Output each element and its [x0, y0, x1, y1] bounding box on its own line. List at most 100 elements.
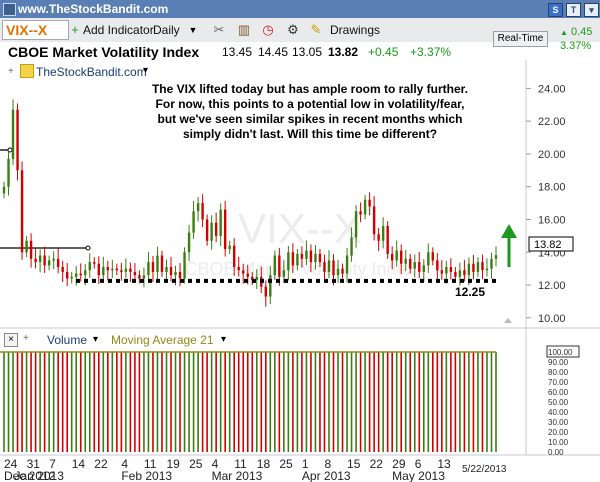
candle-body	[481, 262, 484, 271]
moving-average-label[interactable]: Moving Average 21	[111, 333, 214, 347]
bar-chart-icon[interactable]: ▥	[237, 22, 251, 37]
alarm-clock-icon[interactable]: ◷	[262, 22, 274, 37]
candle-body	[178, 271, 182, 279]
candle-body	[124, 268, 128, 272]
date-tick-label: 7	[49, 457, 56, 471]
candle-body	[269, 275, 272, 297]
date-tick-label: 25	[279, 457, 293, 471]
candle-body	[156, 255, 159, 272]
low-value: 13.05	[292, 45, 323, 59]
add-indicator-button[interactable]: Add Indicator	[83, 23, 154, 37]
watermark-symbol: VIX--X	[238, 205, 362, 252]
last-value: 13.82	[328, 45, 359, 59]
candle-body	[264, 286, 267, 297]
watermark-name: CBOE Market Volatility Index	[184, 259, 415, 279]
candle-body	[201, 203, 204, 220]
candle-body	[476, 262, 480, 272]
candle-body	[56, 258, 60, 268]
volume-tick-label: 40.00	[548, 408, 569, 417]
candle-body	[111, 268, 114, 271]
candle-body	[219, 209, 222, 236]
candle-body	[300, 253, 304, 259]
candle-body	[2, 186, 6, 194]
collapse-icon[interactable]: +	[8, 66, 14, 77]
candle-body	[75, 273, 78, 277]
candle-body	[327, 260, 331, 272]
date-tick-label: 1	[302, 457, 309, 471]
side-change-pct: 3.37%	[560, 40, 592, 52]
candle-body	[7, 158, 10, 187]
candle-body	[196, 203, 200, 212]
price-tick-label: 24.00	[538, 83, 566, 95]
volume-tick-label: 100.00	[548, 348, 573, 357]
candle-body	[233, 245, 236, 268]
date-tick-label: 29	[392, 457, 406, 471]
candle-body	[372, 206, 376, 235]
candle-body	[237, 267, 240, 271]
volume-tick-label: 0.00	[548, 448, 564, 457]
chevron-down-icon[interactable]: ▾	[143, 65, 149, 76]
candle-body	[11, 109, 15, 159]
drawings-icon[interactable]: ✎	[310, 22, 322, 37]
candle-body	[165, 267, 168, 272]
candle-body	[494, 255, 498, 259]
candle-body	[422, 265, 425, 272]
candle-body	[84, 270, 87, 276]
candle-body	[350, 237, 353, 256]
candle-body	[255, 276, 258, 281]
chevron-down-icon[interactable]: ▾	[93, 334, 99, 345]
scroll-up-icon	[504, 318, 512, 323]
price-tick-label: 18.00	[538, 182, 566, 194]
candle-body	[29, 240, 33, 259]
quote-bar: CBOE Market Volatility Index 13.45 14.45…	[0, 42, 600, 60]
candle-body	[278, 255, 281, 277]
candle-body	[65, 271, 69, 279]
date-tick-label: 22	[370, 457, 384, 471]
symbol-input[interactable]: VIX--X	[2, 20, 69, 40]
toolbar-button[interactable]: T	[566, 3, 581, 17]
chevron-down-icon[interactable]: ▼	[188, 25, 198, 35]
month-label: Mar 2013	[212, 469, 263, 482]
candle-body	[404, 258, 407, 264]
support-label: 12.25	[455, 285, 485, 299]
candle-body	[151, 262, 155, 272]
candle-body	[354, 211, 358, 238]
chart-source-label[interactable]: TheStockBandit.com	[36, 65, 147, 79]
volume-label[interactable]: Volume	[47, 333, 88, 347]
candle-body	[282, 270, 286, 277]
candle-body	[214, 222, 218, 236]
candle-body	[20, 170, 24, 253]
candle-body	[120, 270, 123, 272]
annotation-text: The VIX lifted today but has ample room …	[151, 82, 469, 141]
candle-body	[147, 262, 150, 276]
last-date-label: 5/22/2013	[462, 464, 507, 475]
add-indicator-icon[interactable]: +	[71, 22, 79, 37]
candle-body	[395, 250, 398, 261]
candle-body	[183, 252, 186, 279]
candle-body	[458, 270, 462, 277]
price-tick-label: 10.00	[538, 313, 566, 325]
drawings-button[interactable]: Drawings	[330, 23, 381, 37]
high-value: 14.45	[258, 45, 289, 59]
settings-icon[interactable]: ⚙	[287, 22, 299, 37]
period-select[interactable]: Daily	[153, 23, 180, 37]
tools-icon[interactable]: ✂	[213, 22, 225, 37]
close-icon[interactable]: ×	[4, 333, 18, 347]
chevron-down-icon[interactable]: ▾	[221, 334, 227, 345]
candle-body	[43, 255, 46, 266]
volume-series	[3, 352, 497, 452]
candle-body	[228, 245, 231, 249]
chevron-down-icon[interactable]: ▾	[584, 3, 599, 17]
candle-body	[427, 252, 430, 266]
candle-body	[390, 253, 394, 261]
candle-body	[305, 250, 308, 259]
realtime-button[interactable]: Real-Time	[493, 31, 548, 47]
collapse-icon[interactable]: +	[23, 333, 29, 344]
candle-body	[287, 252, 290, 271]
candle-body	[454, 271, 457, 277]
candle-body	[413, 262, 416, 269]
share-button[interactable]: S	[548, 3, 563, 17]
